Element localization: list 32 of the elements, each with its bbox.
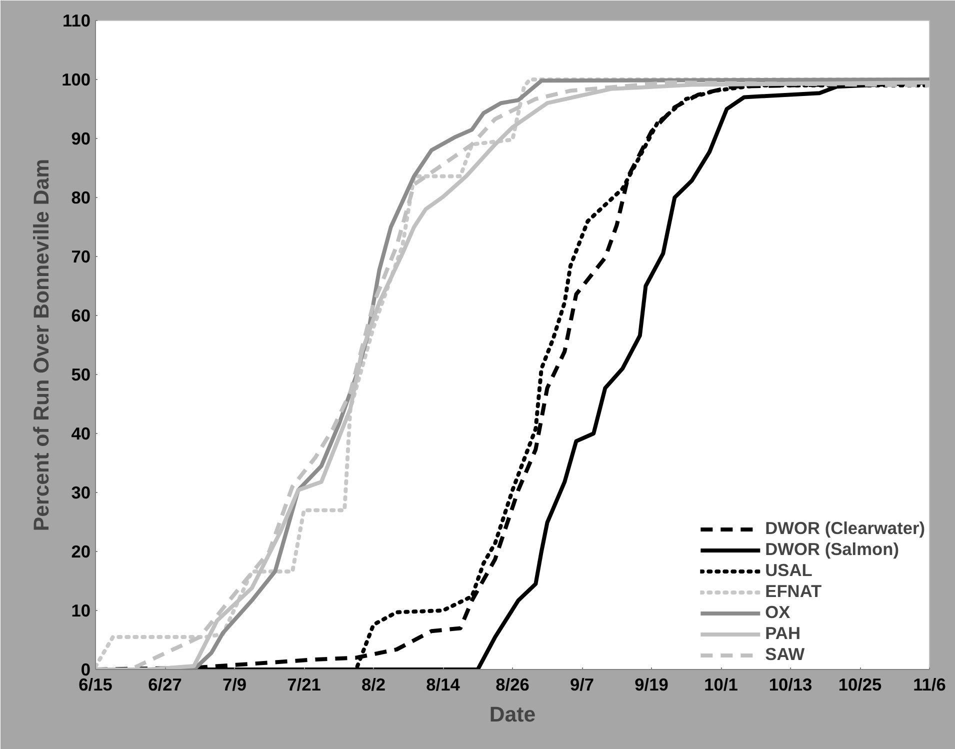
legend-label: OX <box>765 602 790 623</box>
x-tick-label: 8/2 <box>361 674 386 694</box>
x-tick-label: 7/21 <box>287 674 322 694</box>
x-tick-label: 10/13 <box>768 674 813 694</box>
y-tick-label: 50 <box>71 364 91 384</box>
y-tick-label: 100 <box>62 70 91 90</box>
y-tick-label: 30 <box>71 482 91 502</box>
x-tick-label: 8/14 <box>426 674 460 694</box>
legend-label: DWOR (Salmon) <box>765 539 899 560</box>
legend-label: DWOR (Clearwater) <box>765 518 925 539</box>
legend-label: SAW <box>765 644 805 665</box>
x-tick-label: 10/1 <box>704 674 738 694</box>
y-tick-label: 40 <box>71 424 91 444</box>
x-tick-label: 11/6 <box>913 674 946 694</box>
y-tick-label: 60 <box>71 306 91 326</box>
y-axis-title: Percent of Run Over Bonneville Dam <box>30 158 54 532</box>
legend-label: USAL <box>765 560 812 581</box>
y-tick-label: 10 <box>71 600 91 620</box>
legend-label: PAH <box>765 623 800 644</box>
x-axis-title: Date <box>489 702 536 726</box>
x-tick-label: 10/25 <box>838 674 882 694</box>
x-tick-label: 6/27 <box>148 674 182 694</box>
y-tick-label: 70 <box>71 246 91 266</box>
y-tick-label: 80 <box>71 188 91 208</box>
legend-label: EFNAT <box>765 581 822 602</box>
x-tick-label: 8/26 <box>496 674 530 694</box>
y-tick-label: 110 <box>62 10 91 30</box>
y-tick-label: 20 <box>71 542 91 562</box>
y-tick-label: 90 <box>71 128 91 148</box>
x-tick-label: 9/19 <box>634 674 668 694</box>
x-tick-label: 7/9 <box>222 674 247 694</box>
x-tick-label: 9/7 <box>570 674 594 694</box>
